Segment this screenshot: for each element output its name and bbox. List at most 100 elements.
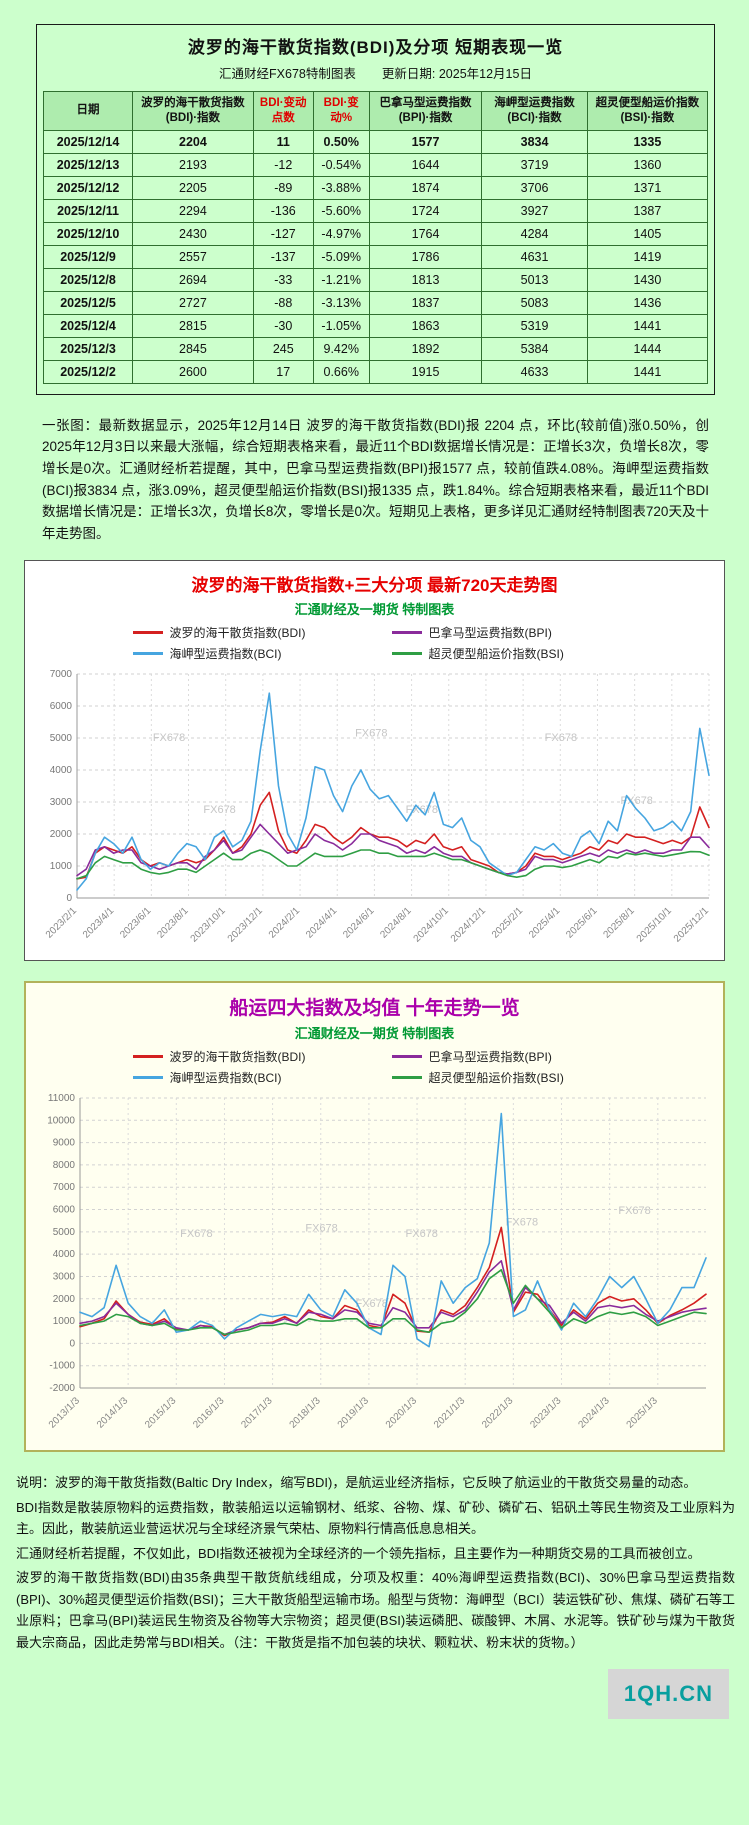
x-axis-label: 2024/10/1 — [412, 905, 452, 945]
legend-item: 波罗的海干散货指数(BDI) — [132, 624, 358, 641]
x-axis-label: 2019/1/3 — [335, 1395, 371, 1431]
summary-text: 一张图：最新数据显示，2025年12月14日 波罗的海干散货指数(BDI)报 2… — [42, 417, 710, 541]
date-cell: 2025/12/3 — [43, 336, 133, 361]
x-axis-label: 2023/1/3 — [528, 1395, 564, 1431]
table-row: 2025/12/2 2600 17 0.66% 1915 4633 1441 — [43, 359, 709, 384]
value-cell: -12 — [252, 152, 314, 177]
chart-10y-subtitle: 汇通财经及一期货 特制图表 — [294, 1026, 455, 1042]
legend-swatch — [391, 1076, 422, 1080]
value-cell: -33 — [252, 267, 314, 292]
legend-item: 超灵便型船运价指数(BSI) — [391, 1069, 617, 1086]
series-line — [76, 792, 710, 881]
x-axis-label: 2014/1/3 — [94, 1395, 130, 1431]
legend-item: 巴拿马型运费指数(BPI) — [391, 1048, 617, 1065]
y-axis-label: 7000 — [50, 669, 73, 680]
value-cell: 4633 — [481, 359, 588, 384]
date-cell: 2025/12/10 — [43, 221, 133, 246]
table-row: 2025/12/5 2727 -88 -3.13% 1837 5083 1436 — [43, 290, 709, 315]
table-row: 2025/12/14 2204 11 0.50% 1577 3834 1335 — [43, 129, 709, 154]
legend-label: 巴拿马型运费指数(BPI) — [428, 626, 552, 641]
watermark-text: FX678 — [305, 1223, 337, 1235]
watermark-text: FX678 — [180, 1229, 212, 1241]
x-axis-label: 2016/1/3 — [191, 1395, 227, 1431]
chart-10y-legend: 波罗的海干散货指数(BDI) 巴拿马型运费指数(BPI) 海岬型运费指数(BCI) 超… — [28, 1048, 721, 1086]
source-label: 汇通财经FX678特制图表 — [219, 67, 356, 81]
series-line — [78, 1113, 707, 1348]
value-cell: 4284 — [481, 221, 588, 246]
date-cell: 2025/12/14 — [43, 129, 133, 154]
bdi-short-term-table: 日期 波罗的海干散货指数(BDI)·指数 BDI·变动点数 BDI·变动% 巴拿马型运费… — [43, 91, 709, 384]
table-row: 2025/12/13 2193 -12 -0.54% 1644 3719 1360 — [43, 152, 709, 177]
value-cell: 2815 — [132, 313, 254, 338]
x-axis-label: 2023/2/1 — [44, 905, 80, 941]
chart-720d-panel: 波罗的海干散货指数+三大分项 最新720天走势图 汇通财经及一期货 特制图表 波… — [24, 560, 725, 962]
x-axis-label: 2023/10/1 — [189, 905, 229, 945]
table-row: 2025/12/10 2430 -127 -4.97% 1764 4284 1405 — [43, 221, 709, 246]
date-cell: 2025/12/2 — [43, 359, 133, 384]
x-axis-label: 2025/10/1 — [635, 905, 675, 945]
value-cell: 2204 — [132, 129, 254, 154]
x-axis-label: 2024/12/1 — [449, 905, 489, 945]
value-cell: 1874 — [368, 175, 483, 200]
update-date: 更新日期: 2025年12月15日 — [381, 67, 532, 81]
legend-item: 海岬型运费指数(BCI) — [132, 645, 358, 662]
value-cell: 5384 — [481, 336, 588, 361]
value-cell: 2727 — [132, 290, 254, 315]
y-axis-label: 5000 — [50, 733, 73, 744]
value-cell: 2193 — [132, 152, 254, 177]
legend-label: 波罗的海干散货指数(BDI) — [169, 626, 306, 641]
value-cell: 1360 — [586, 152, 709, 177]
page-subtitle: 汇通财经FX678特制图表 更新日期: 2025年12月15日 — [43, 63, 708, 82]
value-cell: 1892 — [368, 336, 483, 361]
x-axis-label: 2017/1/3 — [239, 1395, 275, 1431]
chart-720d-plot: 2023/2/1 2023/4/1 2023/6/1 2023/8/12023/10/… — [44, 669, 712, 945]
legend-label: 海岬型运费指数(BCI) — [169, 647, 282, 662]
value-cell: 0.66% — [312, 359, 370, 384]
y-axis-label: 3000 — [50, 797, 73, 808]
x-axis-label: 2024/1/3 — [576, 1395, 612, 1431]
y-axis-label: 4000 — [50, 765, 73, 776]
value-cell: 1430 — [586, 267, 709, 292]
site-logo: 1QH.CN — [607, 1668, 729, 1719]
column-header: 波罗的海干散货指数(BDI)·指数 — [132, 91, 254, 131]
explanation-paragraph: BDI指数是散装原物料的运费指数，散装船运以运输钢材、纸浆、谷物、煤、矿砂、磷矿… — [16, 1499, 735, 1537]
legend-swatch — [391, 1055, 422, 1059]
table-row: 2025/12/9 2557 -137 -5.09% 1786 4631 1419 — [43, 244, 709, 269]
page: 波罗的海干散货指数(BDI)及分项 短期表现一览 汇通财经FX678特制图表 更新… — [16, 24, 735, 1719]
legend-swatch — [132, 652, 163, 656]
watermark-text: FX678 — [153, 733, 185, 745]
column-header: 巴拿马型运费指数(BPI)·指数 — [368, 91, 483, 131]
value-cell: 1837 — [368, 290, 483, 315]
x-axis-label: 2023/4/1 — [81, 905, 117, 941]
watermark-text: FX678 — [203, 804, 235, 816]
y-axis-label: 6000 — [50, 701, 73, 712]
y-axis-label: 7000 — [52, 1183, 75, 1194]
legend-swatch — [132, 1076, 163, 1080]
value-cell: 1786 — [368, 244, 483, 269]
x-axis-label: 2024/8/1 — [378, 905, 414, 941]
watermark-text: FX678 — [405, 1229, 437, 1241]
value-cell: -89 — [252, 175, 314, 200]
value-cell: 1724 — [368, 198, 483, 223]
x-axis-label: 2025/1/3 — [624, 1395, 660, 1431]
value-cell: 1419 — [586, 244, 709, 269]
value-cell: 1863 — [368, 313, 483, 338]
legend-label: 超灵便型船运价指数(BSI) — [428, 1071, 564, 1086]
value-cell: 4631 — [481, 244, 588, 269]
value-cell: 3719 — [481, 152, 588, 177]
explanation-paragraph: 说明：波罗的海干散货指数(Baltic Dry Index，缩写BDI)，是航运… — [16, 1475, 697, 1491]
y-axis-label: 0 — [66, 893, 72, 904]
x-axis-label: 2024/4/1 — [304, 905, 340, 941]
series-line — [76, 692, 710, 892]
column-header: BDI·变动% — [312, 91, 370, 131]
y-axis-label: -1000 — [49, 1361, 75, 1372]
watermark-text: FX678 — [355, 728, 387, 740]
date-cell: 2025/12/9 — [43, 244, 133, 269]
table-row: 2025/12/4 2815 -30 -1.05% 1863 5319 1441 — [43, 313, 709, 338]
x-axis-label: 2023/6/1 — [118, 905, 154, 941]
y-axis-label: 0 — [69, 1339, 75, 1350]
value-cell: -4.97% — [312, 221, 370, 246]
value-cell: 2600 — [132, 359, 254, 384]
explanation-paragraph: 汇通财经析若提醒，不仅如此，BDI指数还被视为全球经济的一个领先指标，且主要作为… — [16, 1545, 701, 1561]
table-body: 2025/12/14 2204 11 0.50% 1577 3834 1335 2025/12… — [43, 129, 709, 384]
